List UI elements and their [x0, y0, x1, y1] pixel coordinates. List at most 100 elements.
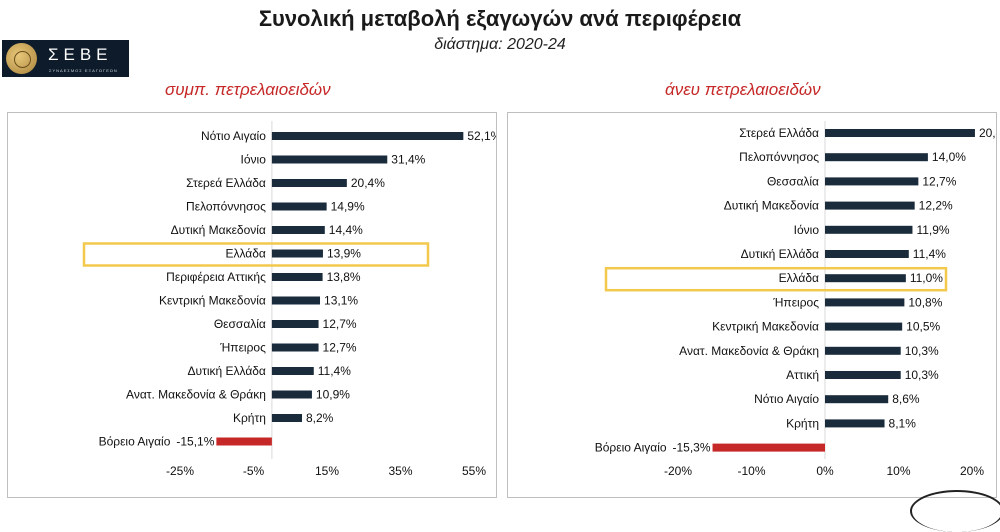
data-label: 14,9%	[331, 200, 365, 214]
data-label: 11,4%	[318, 364, 351, 378]
data-label: 12,7%	[323, 317, 357, 331]
category-label: Αττική	[786, 368, 819, 382]
right-chart-title: άνευ πετρελαιοειδών	[665, 80, 821, 99]
category-label: Ιόνιο	[241, 153, 267, 167]
category-label: Στερεά Ελλάδα	[186, 176, 266, 190]
category-label: Βόρειο Αιγαίο	[99, 435, 171, 449]
data-label: 14,0%	[932, 150, 966, 164]
data-label: 12,7%	[323, 341, 357, 355]
bar	[271, 367, 314, 375]
data-label: 13,9%	[327, 247, 361, 261]
bar	[271, 343, 319, 352]
data-label: 12,2%	[919, 199, 953, 213]
bar	[825, 177, 919, 186]
data-label: 8,1%	[889, 416, 917, 430]
x-tick-label: 35%	[388, 464, 412, 478]
bar	[216, 437, 272, 446]
bar	[271, 273, 323, 281]
category-label: Ήπειρος	[772, 295, 819, 309]
bar	[271, 132, 464, 140]
bar	[825, 322, 903, 331]
category-label: Νότιο Αιγαίο	[201, 129, 266, 143]
highlight-box	[604, 266, 948, 292]
data-label: 8,2%	[306, 411, 334, 425]
data-label: 20,4%	[979, 126, 996, 140]
bar	[825, 274, 906, 283]
data-label: 14,4%	[329, 223, 363, 237]
category-label: Δυτική Ελλάδα	[741, 247, 819, 261]
category-label: Κεντρική Μακεδονία	[712, 320, 819, 334]
x-tick-label: 0%	[816, 464, 834, 478]
x-tick-label: -20%	[664, 464, 692, 478]
bar	[825, 298, 905, 307]
bar	[271, 226, 325, 234]
data-label: 20,4%	[351, 176, 385, 190]
bar	[825, 395, 889, 404]
logo-tagline: ΣΥΝΔΕΣΜΟΣ ΕΞΑΓΩΓΕΩΝ	[49, 68, 118, 73]
data-label: 10,3%	[905, 344, 939, 358]
category-label: Δυτική Μακεδονία	[171, 223, 266, 237]
category-label: Κρήτη	[233, 411, 266, 425]
category-label: Πελοπόννησος	[186, 200, 266, 214]
x-tick-label: -25%	[166, 464, 194, 478]
data-label: 10,8%	[908, 295, 942, 309]
x-tick-label: 10%	[886, 464, 910, 478]
x-tick-label: 55%	[462, 464, 486, 478]
right-chart: Στερεά Ελλάδα 20,4% Πελοπόννησος 14,0% Θεσσα…	[595, 121, 1000, 478]
data-label: -15,1%	[176, 435, 214, 449]
bar	[271, 390, 312, 399]
bar	[825, 371, 901, 379]
category-label: Ήπειρος	[219, 341, 266, 355]
category-label: Περιφέρεια Αττικής	[166, 270, 266, 284]
category-label: Δυτική Ελλάδα	[188, 364, 266, 378]
bar	[271, 155, 388, 164]
x-tick-label: 20%	[960, 464, 984, 478]
bar	[271, 296, 321, 305]
category-label: Ανατ. Μακεδονία & Θράκη	[679, 344, 819, 358]
category-label: Θεσσαλία	[214, 317, 266, 331]
left-chart: Νότιο Αιγαίο 52,1% Ιόνιο 31,4% Στερεά Ελλάδα…	[82, 121, 502, 478]
data-label: 10,9%	[316, 388, 350, 402]
data-label: 11,9%	[916, 223, 949, 237]
bar	[825, 153, 928, 162]
category-label: Πελοπόννησος	[739, 150, 819, 164]
corner-decoration	[910, 490, 1000, 532]
data-label: 12,7%	[922, 174, 956, 188]
bar	[271, 414, 303, 422]
category-label: Κεντρική Μακεδονία	[159, 294, 266, 308]
bar	[271, 179, 347, 187]
bar	[712, 443, 825, 452]
category-label: Ιόνιο	[794, 223, 820, 237]
bar	[825, 201, 915, 210]
data-label: 11,0%	[910, 271, 943, 285]
category-label: Ελλάδα	[225, 247, 265, 261]
data-label: 10,5%	[906, 320, 940, 334]
data-label: 10,3%	[905, 368, 939, 382]
data-label: -15,3%	[673, 441, 711, 455]
bar	[271, 320, 319, 328]
bar	[271, 249, 323, 258]
category-label: Ανατ. Μακεδονία & Θράκη	[126, 388, 266, 402]
page-subtitle: διάστημα: 2020-24	[434, 36, 566, 53]
bar	[825, 225, 913, 234]
left-chart-title: συμπ. πετρελαιοειδών	[165, 80, 331, 99]
category-label: Κρήτη	[786, 416, 819, 430]
category-label: Ελλάδα	[779, 271, 819, 285]
left-chart-panel: Νότιο Αιγαίο 52,1% Ιόνιο 31,4% Στερεά Ελλάδα…	[7, 112, 502, 498]
data-label: 11,4%	[913, 247, 946, 261]
bar	[825, 250, 909, 258]
category-label: Στερεά Ελλάδα	[739, 126, 819, 140]
highlight-box	[82, 242, 430, 267]
category-label: Νότιο Αιγαίο	[754, 392, 819, 406]
category-label: Θεσσαλία	[767, 174, 819, 188]
seve-logo: ΣΕΒΕ ΣΥΝΔΕΣΜΟΣ ΕΞΑΓΩΓΕΩΝ	[2, 40, 129, 77]
data-label: 13,8%	[327, 270, 361, 284]
x-tick-label: -5%	[243, 464, 265, 478]
right-chart-panel: Στερεά Ελλάδα 20,4% Πελοπόννησος 14,0% Θεσσα…	[507, 112, 1000, 498]
data-label: 52,1%	[467, 129, 496, 143]
bar	[825, 346, 901, 355]
x-tick-label: 15%	[315, 464, 339, 478]
x-tick-label: -10%	[737, 464, 765, 478]
seal-icon	[6, 43, 37, 74]
page-title: Συνολική μεταβολή εξαγωγών ανά περιφέρει…	[258, 6, 742, 31]
